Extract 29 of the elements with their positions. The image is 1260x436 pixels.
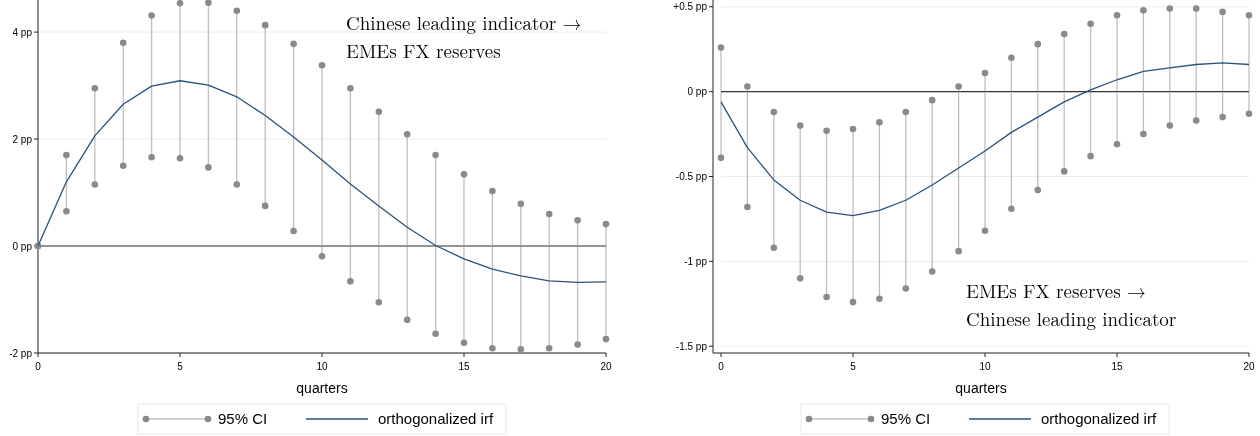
x-tick-label: 5 [850, 361, 857, 372]
annotation: Chinese leading indicator [966, 305, 1177, 332]
x-axis-title: quarters [296, 380, 348, 396]
x-tick-label: 20 [600, 361, 612, 372]
x-tick-label: 20 [1243, 361, 1255, 372]
x-tick-label: 15 [1111, 361, 1123, 372]
x-tick-label: 0 [718, 361, 725, 372]
x-tick-label: 15 [458, 361, 470, 372]
annotation: Chinese leading indicator → [346, 9, 582, 36]
y-tick-label: 0 pp [687, 86, 708, 98]
x-axis-title: quarters [955, 380, 1007, 396]
y-tick-label: 2 pp [12, 133, 33, 145]
y-tick-label: 0 pp [12, 240, 33, 252]
y-tick-label: +0.5 pp [673, 1, 708, 13]
x-tick-label: 10 [979, 361, 991, 372]
x-tick-label: 5 [177, 361, 184, 372]
y-tick-label: -0.5 pp [675, 171, 708, 182]
y-tick-label: -1 pp [684, 255, 708, 267]
y-tick-label: -1.5 pp [675, 340, 708, 352]
legend-label: 95% CI [218, 410, 268, 427]
legend-label: 95% CI [881, 410, 931, 427]
annotation: EMEs FX reserves → [966, 277, 1147, 304]
legend-label: orthogonalized irf [378, 410, 494, 427]
annotation: EMEs FX reserves [346, 37, 501, 64]
x-tick-label: 0 [35, 361, 42, 372]
y-tick-label: 4 pp [12, 26, 33, 38]
x-tick-label: 10 [316, 361, 328, 372]
legend-label: orthogonalized irf [1041, 410, 1157, 427]
y-tick-label: -2 pp [9, 347, 33, 359]
